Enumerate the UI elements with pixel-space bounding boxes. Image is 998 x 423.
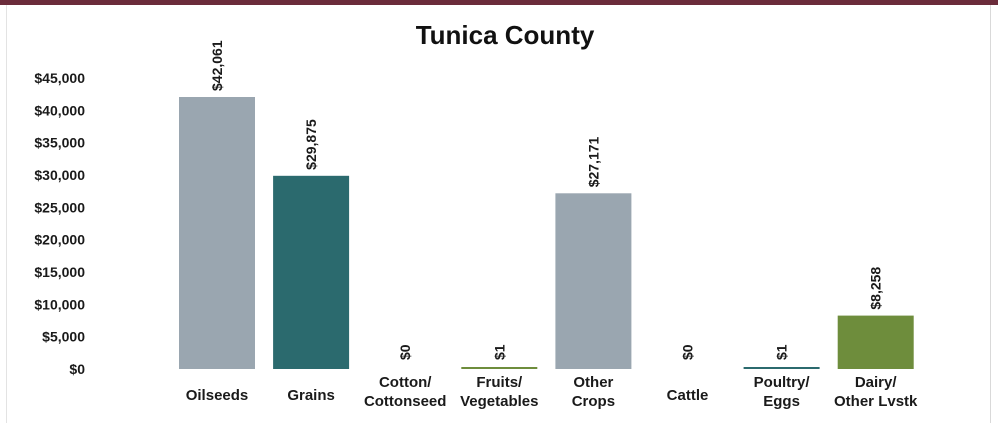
x-tick-label: Fruits/Vegetables	[460, 374, 538, 410]
x-tick-label: Grains	[287, 387, 335, 404]
x-tick-label: Cattle	[667, 387, 709, 404]
data-label: $42,061	[209, 40, 225, 91]
bar	[743, 367, 820, 369]
y-tick-label: $45,000	[34, 70, 85, 86]
data-label: $1	[491, 344, 507, 360]
bar	[179, 97, 255, 370]
y-tick-label: $5,000	[42, 329, 85, 345]
x-axis: Oilseeds Grains Cotton/Cottonseed Fruits/Ve…	[186, 374, 918, 410]
y-tick-label: $35,000	[34, 135, 85, 151]
bar	[555, 193, 632, 369]
x-tick-label: Oilseeds	[186, 387, 249, 404]
bar	[837, 315, 914, 369]
data-labels: $42,061 $29,875 $0 $1 $27,171 $0 $1 $8,258	[209, 40, 884, 360]
bar	[273, 175, 350, 369]
chart-title: Tunica County	[416, 20, 595, 50]
y-tick-label: $20,000	[34, 232, 85, 248]
data-label: $0	[680, 344, 696, 360]
right-border	[990, 5, 991, 423]
y-tick-label: $30,000	[34, 167, 85, 183]
data-label: $1	[774, 344, 790, 360]
top-border	[0, 0, 998, 5]
x-tick-label: Other Crops	[572, 374, 615, 410]
y-tick-label: $10,000	[34, 296, 85, 312]
y-tick-label: $0	[69, 361, 85, 377]
y-tick-label: $25,000	[34, 199, 85, 215]
bar	[461, 367, 538, 369]
data-label: $27,171	[585, 136, 601, 187]
x-tick-label: Dairy/Other Lvstk	[834, 374, 918, 410]
data-label: $29,875	[303, 119, 319, 170]
y-tick-label: $40,000	[34, 102, 85, 118]
bars	[179, 97, 914, 370]
y-tick-label: $15,000	[34, 264, 85, 280]
data-label: $0	[397, 344, 413, 360]
x-tick-label: Cotton/Cottonseed	[364, 374, 447, 410]
data-label: $8,258	[868, 267, 884, 310]
left-border	[6, 5, 7, 423]
x-tick-label: Poultry/Eggs	[754, 374, 811, 410]
y-axis: $0 $5,000 $10,000 $15,000 $20,000 $25,000 $30,…	[34, 70, 85, 377]
